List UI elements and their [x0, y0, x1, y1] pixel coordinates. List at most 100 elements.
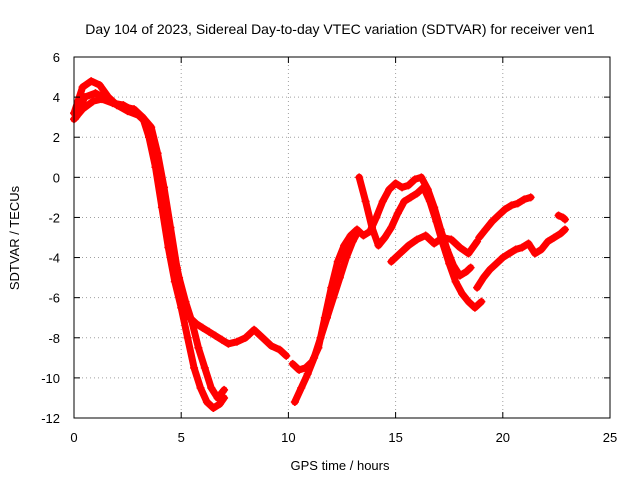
data-point	[355, 173, 364, 182]
chart-title: Day 104 of 2023, Sidereal Day-to-day VTE…	[85, 21, 595, 37]
data-point	[511, 245, 520, 254]
data-point	[187, 317, 196, 326]
y-axis-label: SDTVAR / TECUs	[7, 185, 22, 290]
data-point	[333, 257, 342, 266]
data-point	[413, 189, 422, 198]
data-point	[475, 233, 484, 242]
data-point	[385, 185, 394, 194]
y-tick-label: -8	[48, 331, 60, 346]
data-point	[432, 217, 441, 226]
data-point	[447, 235, 456, 244]
data-point	[78, 83, 87, 92]
data-point	[550, 233, 559, 242]
data-point	[329, 293, 338, 302]
data-point	[413, 235, 422, 244]
data-point	[288, 359, 297, 368]
data-point	[473, 283, 482, 292]
data-point	[458, 289, 467, 298]
data-point	[282, 351, 291, 360]
data-point	[310, 353, 319, 362]
y-tick-label: -4	[48, 251, 60, 266]
data-point	[513, 199, 522, 208]
data-point	[425, 197, 434, 206]
data-point	[209, 403, 218, 412]
data-point	[134, 111, 143, 120]
data-point	[419, 183, 428, 192]
data-point	[451, 277, 460, 286]
data-point	[183, 333, 192, 342]
data-point	[142, 119, 151, 128]
data-point	[168, 243, 177, 252]
data-point	[361, 197, 370, 206]
data-point	[520, 195, 529, 204]
data-point	[438, 233, 447, 242]
data-point	[530, 249, 539, 258]
data-point	[162, 209, 171, 218]
data-point	[485, 265, 494, 274]
plot-frame	[73, 56, 611, 419]
data-point	[470, 303, 479, 312]
y-tick-label: -12	[41, 411, 60, 426]
data-point	[95, 81, 104, 90]
data-point	[303, 369, 312, 378]
data-point	[267, 341, 276, 350]
data-point	[387, 257, 396, 266]
data-point	[335, 273, 344, 282]
data-point	[175, 273, 184, 282]
data-point	[348, 237, 357, 246]
data-point	[406, 193, 415, 202]
y-tick-label: -10	[41, 371, 60, 386]
series-line-track-f	[355, 173, 485, 312]
data-point	[481, 225, 490, 234]
x-axis-label: GPS time / hours	[291, 458, 390, 473]
grid	[74, 57, 610, 418]
data-point	[297, 383, 306, 392]
data-point	[537, 245, 546, 254]
data-point	[217, 335, 226, 344]
data-point	[368, 223, 377, 232]
data-point	[220, 385, 229, 394]
data-point	[445, 259, 454, 268]
data-point	[488, 217, 497, 226]
series-line-track-c	[72, 89, 228, 402]
data-point	[398, 183, 407, 192]
data-point	[213, 393, 222, 402]
data-point	[72, 113, 81, 122]
data-point	[200, 363, 209, 372]
data-point	[205, 327, 214, 336]
data-traces	[70, 77, 569, 412]
data-point	[421, 231, 430, 240]
data-point	[462, 267, 471, 276]
data-point	[258, 333, 267, 342]
data-point	[190, 363, 199, 372]
data-point	[466, 263, 475, 272]
data-point	[224, 339, 233, 348]
data-point	[342, 253, 351, 262]
data-point	[455, 271, 464, 280]
data-point	[149, 143, 158, 152]
data-point	[494, 211, 503, 220]
x-tick-label: 0	[70, 430, 77, 445]
data-point	[556, 229, 565, 238]
data-point	[477, 297, 486, 306]
data-point	[518, 243, 527, 252]
x-tick-label: 25	[603, 430, 617, 445]
data-point	[500, 205, 509, 214]
data-point	[372, 213, 381, 222]
data-point	[215, 399, 224, 408]
data-point	[123, 107, 132, 116]
data-point	[275, 345, 284, 354]
data-point	[391, 179, 400, 188]
data-point	[378, 197, 387, 206]
data-point	[290, 397, 299, 406]
data-point	[524, 239, 533, 248]
data-point	[359, 231, 368, 240]
x-tick-label: 10	[281, 430, 295, 445]
data-point	[80, 93, 89, 102]
data-point	[155, 173, 164, 182]
y-tick-label: 2	[53, 130, 60, 145]
data-point	[410, 175, 419, 184]
data-point	[498, 253, 507, 262]
data-point	[353, 229, 362, 238]
